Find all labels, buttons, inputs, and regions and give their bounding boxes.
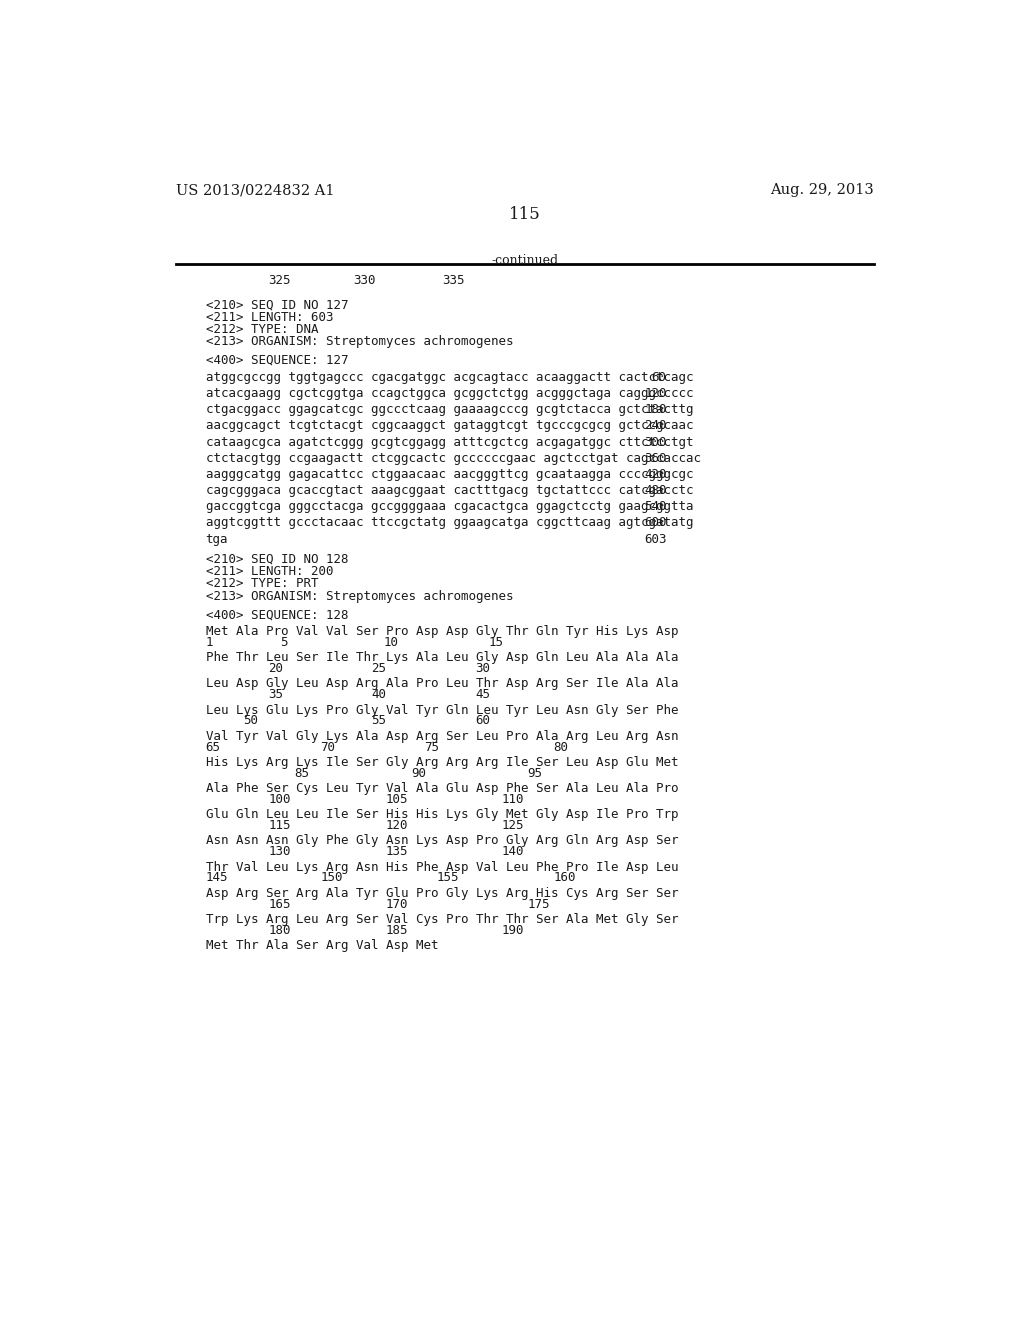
Text: Asp Arg Ser Arg Ala Tyr Glu Pro Gly Lys Arg His Cys Arg Ser Ser: Asp Arg Ser Arg Ala Tyr Glu Pro Gly Lys … (206, 887, 678, 900)
Text: 90: 90 (411, 767, 426, 780)
Text: 180: 180 (644, 404, 667, 416)
Text: 100: 100 (268, 793, 291, 807)
Text: 15: 15 (488, 636, 504, 649)
Text: 150: 150 (321, 871, 343, 884)
Text: Trp Lys Arg Leu Arg Ser Val Cys Pro Thr Thr Ser Ala Met Gly Ser: Trp Lys Arg Leu Arg Ser Val Cys Pro Thr … (206, 913, 678, 927)
Text: aagggcatgg gagacattcc ctggaacaac aacgggttcg gcaataagga ccccgggcgc: aagggcatgg gagacattcc ctggaacaac aacgggt… (206, 469, 693, 480)
Text: 175: 175 (527, 898, 550, 911)
Text: Ala Phe Ser Cys Leu Tyr Val Ala Glu Asp Phe Ser Ala Leu Ala Pro: Ala Phe Ser Cys Leu Tyr Val Ala Glu Asp … (206, 781, 678, 795)
Text: 5: 5 (280, 636, 288, 649)
Text: 10: 10 (384, 636, 398, 649)
Text: 190: 190 (502, 924, 524, 937)
Text: aggtcggttt gccctacaac ttccgctatg ggaagcatga cggcttcaag agtcgatatg: aggtcggttt gccctacaac ttccgctatg ggaagca… (206, 516, 693, 529)
Text: 335: 335 (442, 275, 465, 286)
Text: 165: 165 (268, 898, 291, 911)
Text: <213> ORGANISM: Streptomyces achromogenes: <213> ORGANISM: Streptomyces achromogene… (206, 590, 513, 603)
Text: Glu Gln Leu Leu Ile Ser His His Lys Gly Met Gly Asp Ile Pro Trp: Glu Gln Leu Leu Ile Ser His His Lys Gly … (206, 808, 678, 821)
Text: 95: 95 (527, 767, 542, 780)
Text: 240: 240 (644, 420, 667, 433)
Text: 70: 70 (321, 741, 335, 754)
Text: Met Ala Pro Val Val Ser Pro Asp Asp Gly Thr Gln Tyr His Lys Asp: Met Ala Pro Val Val Ser Pro Asp Asp Gly … (206, 626, 678, 638)
Text: 180: 180 (268, 924, 291, 937)
Text: 85: 85 (294, 767, 309, 780)
Text: 120: 120 (644, 387, 667, 400)
Text: 105: 105 (385, 793, 408, 807)
Text: <211> LENGTH: 603: <211> LENGTH: 603 (206, 312, 333, 323)
Text: 110: 110 (502, 793, 524, 807)
Text: cagcgggaca gcaccgtact aaagcggaat cactttgacg tgctattccc catcgacctc: cagcgggaca gcaccgtact aaagcggaat cactttg… (206, 484, 693, 498)
Text: 45: 45 (475, 688, 490, 701)
Text: atggcgccgg tggtgagccc cgacgatggc acgcagtacc acaaggactt cactctcagc: atggcgccgg tggtgagccc cgacgatggc acgcagt… (206, 371, 693, 384)
Text: 160: 160 (554, 871, 575, 884)
Text: Aug. 29, 2013: Aug. 29, 2013 (770, 183, 873, 197)
Text: 330: 330 (353, 275, 376, 286)
Text: <400> SEQUENCE: 128: <400> SEQUENCE: 128 (206, 609, 348, 622)
Text: <211> LENGTH: 200: <211> LENGTH: 200 (206, 565, 333, 578)
Text: 140: 140 (502, 845, 524, 858)
Text: 185: 185 (385, 924, 408, 937)
Text: 135: 135 (385, 845, 408, 858)
Text: 80: 80 (554, 741, 568, 754)
Text: <212> TYPE: PRT: <212> TYPE: PRT (206, 577, 318, 590)
Text: 115: 115 (268, 818, 291, 832)
Text: ctgacggacc ggagcatcgc ggccctcaag gaaaagcccg gcgtctacca gctctacttg: ctgacggacc ggagcatcgc ggccctcaag gaaaagc… (206, 404, 693, 416)
Text: 325: 325 (268, 275, 291, 286)
Text: Phe Thr Leu Ser Ile Thr Lys Ala Leu Gly Asp Gln Leu Ala Ala Ala: Phe Thr Leu Ser Ile Thr Lys Ala Leu Gly … (206, 651, 678, 664)
Text: Leu Lys Glu Lys Pro Gly Val Tyr Gln Leu Tyr Leu Asn Gly Ser Phe: Leu Lys Glu Lys Pro Gly Val Tyr Gln Leu … (206, 704, 678, 717)
Text: 170: 170 (385, 898, 408, 911)
Text: 420: 420 (644, 469, 667, 480)
Text: Asn Asn Asn Gly Phe Gly Asn Lys Asp Pro Gly Arg Gln Arg Asp Ser: Asn Asn Asn Gly Phe Gly Asn Lys Asp Pro … (206, 834, 678, 847)
Text: <400> SEQUENCE: 127: <400> SEQUENCE: 127 (206, 354, 348, 367)
Text: 1: 1 (206, 636, 213, 649)
Text: 120: 120 (385, 818, 408, 832)
Text: 145: 145 (206, 871, 228, 884)
Text: tga: tga (206, 533, 228, 545)
Text: 75: 75 (424, 741, 439, 754)
Text: -continued: -continued (492, 253, 558, 267)
Text: atcacgaagg cgctcggtga ccagctggca gcggctctgg acgggctaga cagggccccc: atcacgaagg cgctcggtga ccagctggca gcggctc… (206, 387, 693, 400)
Text: 25: 25 (372, 663, 386, 675)
Text: US 2013/0224832 A1: US 2013/0224832 A1 (176, 183, 335, 197)
Text: <212> TYPE: DNA: <212> TYPE: DNA (206, 323, 318, 337)
Text: Thr Val Leu Lys Arg Asn His Phe Asp Val Leu Phe Pro Ile Asp Leu: Thr Val Leu Lys Arg Asn His Phe Asp Val … (206, 861, 678, 874)
Text: 55: 55 (372, 714, 386, 727)
Text: 540: 540 (644, 500, 667, 513)
Text: <210> SEQ ID NO 128: <210> SEQ ID NO 128 (206, 553, 348, 566)
Text: 50: 50 (243, 714, 258, 727)
Text: 60: 60 (475, 714, 490, 727)
Text: 40: 40 (372, 688, 386, 701)
Text: 300: 300 (644, 436, 667, 449)
Text: 60: 60 (651, 371, 667, 384)
Text: <210> SEQ ID NO 127: <210> SEQ ID NO 127 (206, 298, 348, 312)
Text: 30: 30 (475, 663, 490, 675)
Text: cataagcgca agatctcggg gcgtcggagg atttcgctcg acgagatggc cttctcctgt: cataagcgca agatctcggg gcgtcggagg atttcgc… (206, 436, 693, 449)
Text: Met Thr Ala Ser Arg Val Asp Met: Met Thr Ala Ser Arg Val Asp Met (206, 940, 438, 952)
Text: 130: 130 (268, 845, 291, 858)
Text: aacggcagct tcgtctacgt cggcaaggct gataggtcgt tgcccgcgcg gctccgcaac: aacggcagct tcgtctacgt cggcaaggct gataggt… (206, 420, 693, 433)
Text: 155: 155 (436, 871, 459, 884)
Text: 65: 65 (206, 741, 220, 754)
Text: 600: 600 (644, 516, 667, 529)
Text: 125: 125 (502, 818, 524, 832)
Text: 603: 603 (644, 533, 667, 545)
Text: 20: 20 (268, 663, 284, 675)
Text: 115: 115 (509, 206, 541, 223)
Text: <213> ORGANISM: Streptomyces achromogenes: <213> ORGANISM: Streptomyces achromogene… (206, 335, 513, 348)
Text: 35: 35 (268, 688, 284, 701)
Text: Val Tyr Val Gly Lys Ala Asp Arg Ser Leu Pro Ala Arg Leu Arg Asn: Val Tyr Val Gly Lys Ala Asp Arg Ser Leu … (206, 730, 678, 743)
Text: Leu Asp Gly Leu Asp Arg Ala Pro Leu Thr Asp Arg Ser Ile Ala Ala: Leu Asp Gly Leu Asp Arg Ala Pro Leu Thr … (206, 677, 678, 690)
Text: 360: 360 (644, 451, 667, 465)
Text: ctctacgtgg ccgaagactt ctcggcactc gccccccgaac agctcctgat cagccaccac: ctctacgtgg ccgaagactt ctcggcactc gcccccc… (206, 451, 700, 465)
Text: His Lys Arg Lys Ile Ser Gly Arg Arg Arg Ile Ser Leu Asp Glu Met: His Lys Arg Lys Ile Ser Gly Arg Arg Arg … (206, 756, 678, 770)
Text: 480: 480 (644, 484, 667, 498)
Text: gaccggtcga gggcctacga gccggggaaa cgacactgca ggagctcctg gaagcggtta: gaccggtcga gggcctacga gccggggaaa cgacact… (206, 500, 693, 513)
